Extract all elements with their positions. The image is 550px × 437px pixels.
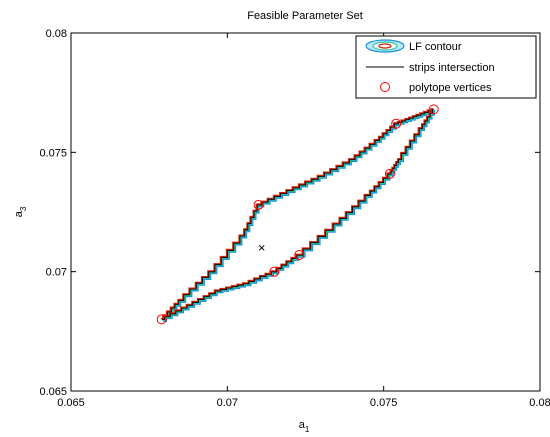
x-axis-label: a1 (299, 419, 310, 434)
y-axis-label: a3 (13, 206, 28, 217)
y-tick-label: 0.07 (46, 267, 67, 279)
center-x-stroke-b (258, 244, 265, 251)
legend-vertex-swatch (380, 82, 390, 92)
polytope-vertex-marker (384, 168, 395, 179)
polytope-vertex-marker (156, 314, 167, 325)
y-tick-label: 0.065 (39, 386, 67, 398)
x-axis-label-main: a (299, 419, 306, 431)
legend-label-lf-contour: LF contour (409, 41, 462, 53)
legend-contour-swatch (365, 39, 405, 53)
legend: LF contour strips intersection polytope … (355, 35, 537, 99)
x-tick-label: 0.07 (217, 397, 238, 409)
data-layer (156, 104, 439, 325)
legend-label-vertices: polytope vertices (409, 82, 492, 94)
chart-title: Feasible Parameter Set (247, 10, 363, 22)
strips-intersection-line (161, 108, 434, 321)
y-tick-label: 0.075 (39, 147, 67, 159)
y-tick-label: 0.08 (46, 28, 67, 40)
x-tick-label: 0.08 (529, 397, 550, 409)
x-tick-label: 0.075 (370, 397, 398, 409)
polytope-vertex-marker (269, 266, 280, 277)
x-axis-label-sub: 1 (305, 425, 310, 434)
polytope-vertex-marker (428, 104, 439, 115)
y-axis-label-main: a (13, 210, 25, 217)
polytope-vertex-marker (294, 249, 305, 260)
x-tick-label: 0.065 (57, 397, 85, 409)
lf-contour-mid-line (162, 109, 435, 321)
legend-contour-inner (378, 43, 392, 49)
legend-label-strips: strips intersection (409, 62, 495, 74)
center-x-marker (258, 244, 265, 251)
polytope-vertex-marker (253, 199, 264, 210)
polytope-vertex-marker (391, 118, 402, 129)
lf-contour-inner-line (160, 108, 433, 320)
tick-layer: 0.065 0.07 0.075 0.08 0.065 0.07 0.075 0.08 (39, 28, 550, 409)
y-axis-label-sub: 3 (19, 206, 28, 211)
